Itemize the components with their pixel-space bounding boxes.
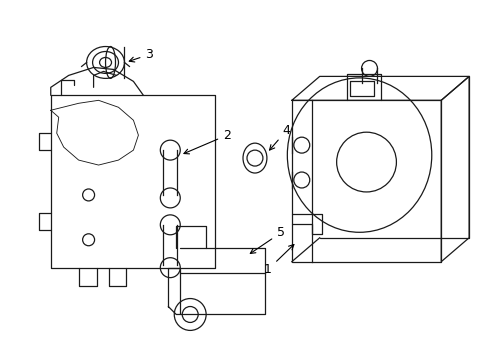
Text: 5: 5 [250, 226, 285, 253]
Text: 3: 3 [129, 48, 153, 62]
Text: 1: 1 [264, 244, 293, 276]
Text: 4: 4 [269, 124, 290, 150]
Text: 2: 2 [183, 129, 230, 154]
